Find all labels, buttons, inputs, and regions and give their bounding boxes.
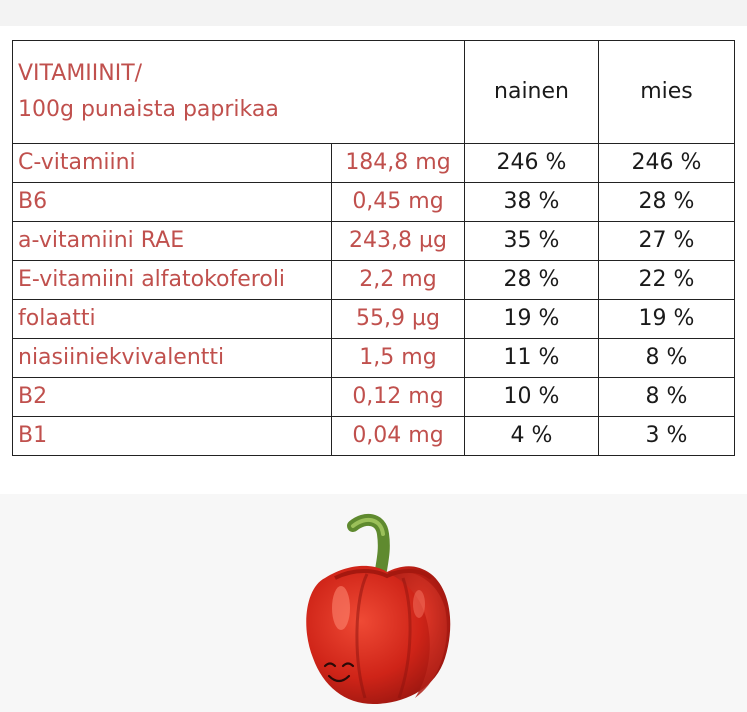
smiling-red-bell-pepper-icon — [306, 513, 451, 704]
amount-cell: 1,5 mg — [331, 338, 465, 378]
male-percent-cell: 8 % — [598, 338, 735, 378]
table-title-line-1: VITAMIINIT/ — [18, 61, 143, 86]
male-percent-cell: 3 % — [598, 416, 735, 456]
male-percent-cell: 22 % — [598, 260, 735, 300]
table-row: C-vitamiini 184,8 mg 246 % 246 % — [12, 143, 735, 183]
table-row: B1 0,04 mg 4 % 3 % — [12, 416, 735, 456]
table-row: a-vitamiini RAE 243,8 µg 35 % 27 % — [12, 221, 735, 261]
amount-cell: 0,45 mg — [331, 182, 465, 222]
table-header-row: VITAMIINIT/ 100g punaista paprikaa naine… — [12, 40, 735, 144]
vitamin-name-cell: folaatti — [12, 299, 332, 339]
vitamin-name-cell: B1 — [12, 416, 332, 456]
amount-cell: 243,8 µg — [331, 221, 465, 261]
vitamin-name-cell: C-vitamiini — [12, 143, 332, 183]
female-percent-cell: 10 % — [464, 377, 599, 417]
amount-cell: 2,2 mg — [331, 260, 465, 300]
female-percent-cell: 246 % — [464, 143, 599, 183]
table-title-line-2: 100g punaista paprikaa — [18, 97, 279, 122]
vitamin-name-cell: niasiiniekvivalentti — [12, 338, 332, 378]
table-row: folaatti 55,9 µg 19 % 19 % — [12, 299, 735, 339]
vitamin-name-cell: B6 — [12, 182, 332, 222]
male-percent-cell: 19 % — [598, 299, 735, 339]
amount-cell: 55,9 µg — [331, 299, 465, 339]
table-row: B2 0,12 mg 10 % 8 % — [12, 377, 735, 417]
male-percent-cell: 8 % — [598, 377, 735, 417]
amount-cell: 0,12 mg — [331, 377, 465, 417]
table-row: B6 0,45 mg 38 % 28 % — [12, 182, 735, 222]
female-percent-cell: 28 % — [464, 260, 599, 300]
vitamin-name-cell: B2 — [12, 377, 332, 417]
female-percent-cell: 38 % — [464, 182, 599, 222]
female-percent-cell: 11 % — [464, 338, 599, 378]
table-row: E-vitamiini alfatokoferoli 2,2 mg 28 % 22 % — [12, 260, 735, 300]
amount-cell: 184,8 mg — [331, 143, 465, 183]
table-row: niasiiniekvivalentti 1,5 mg 11 % 8 % — [12, 338, 735, 378]
column-header-female: nainen — [464, 40, 599, 144]
amount-cell: 0,04 mg — [331, 416, 465, 456]
vitamin-table: VITAMIINIT/ 100g punaista paprikaa naine… — [12, 40, 735, 456]
male-percent-cell: 27 % — [598, 221, 735, 261]
male-percent-cell: 28 % — [598, 182, 735, 222]
female-percent-cell: 4 % — [464, 416, 599, 456]
top-band — [0, 0, 747, 26]
female-percent-cell: 19 % — [464, 299, 599, 339]
vitamin-name-cell: a-vitamiini RAE — [12, 221, 332, 261]
female-percent-cell: 35 % — [464, 221, 599, 261]
male-percent-cell: 246 % — [598, 143, 735, 183]
table-title-cell: VITAMIINIT/ 100g punaista paprikaa — [12, 40, 465, 144]
vitamin-name-cell: E-vitamiini alfatokoferoli — [12, 260, 332, 300]
column-header-male: mies — [598, 40, 735, 144]
